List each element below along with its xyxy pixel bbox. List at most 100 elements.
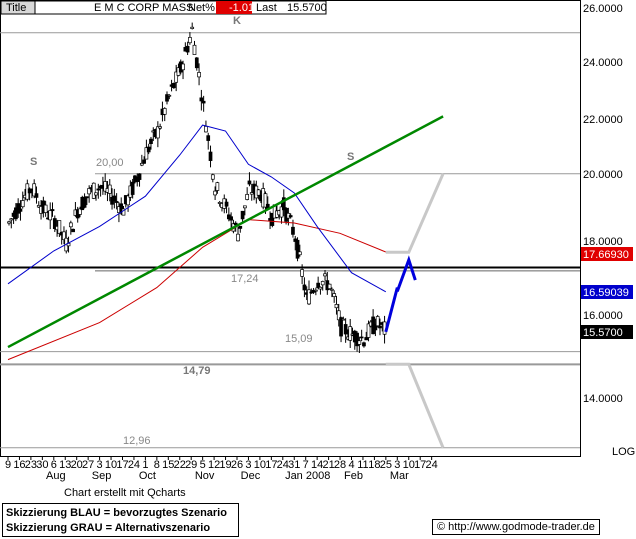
x-tick-label: 28 xyxy=(334,459,346,471)
x-tick-label: 12 xyxy=(208,459,220,471)
candle-body xyxy=(357,340,362,345)
candle-body xyxy=(348,326,353,341)
x-tick-label: 7 xyxy=(303,459,309,471)
candle-body xyxy=(341,318,346,321)
candle-body xyxy=(339,317,343,337)
candle-body xyxy=(142,159,146,164)
candle-body xyxy=(149,138,153,145)
x-month-label: Aug xyxy=(46,470,66,482)
candle-body xyxy=(204,126,208,133)
grey-scenario-up xyxy=(385,173,445,254)
header-last-value: 15.5700 xyxy=(287,2,327,14)
header-title-label: Title xyxy=(6,2,26,14)
candle-body xyxy=(50,209,55,212)
candle-body xyxy=(320,281,325,286)
candle-body xyxy=(146,146,151,153)
candle-body xyxy=(270,212,275,226)
candle-body xyxy=(300,269,304,277)
annotation-1509: 15,09 xyxy=(285,333,313,345)
y-tick-20: 20.0000 xyxy=(583,169,623,181)
y-axis: 26.0000 24.0000 22.0000 20.0000 18.0000 … xyxy=(583,3,635,458)
annotation-s-left: S xyxy=(30,156,37,168)
price-tag-last: 15.5700 xyxy=(581,325,633,339)
x-tick-label: 4 xyxy=(348,459,354,471)
candle-body xyxy=(190,26,195,29)
svg-text:15.5700: 15.5700 xyxy=(583,327,623,339)
candle-body xyxy=(32,183,37,197)
y-tick-16: 16.0000 xyxy=(583,310,623,322)
candle-body xyxy=(27,188,32,194)
x-tick-label: 10 xyxy=(105,459,117,471)
candle-body xyxy=(318,286,323,290)
candle-body xyxy=(144,147,149,160)
chart-credit: Chart erstellt mit Qcharts xyxy=(64,487,186,499)
candle-body xyxy=(71,228,75,233)
candle-body xyxy=(288,215,293,218)
candle-body xyxy=(94,192,98,196)
y-axis-log-label: LOG xyxy=(612,446,635,458)
candle-body xyxy=(343,324,348,335)
x-month-label: Dec xyxy=(241,470,261,482)
y-tick-22: 22.0000 xyxy=(583,114,623,126)
website-link[interactable]: © http://www.godmode-trader.de xyxy=(432,519,600,535)
candle-body xyxy=(114,201,119,203)
x-tick-label: 25 xyxy=(380,459,392,471)
candle-body xyxy=(139,162,144,166)
candle-body xyxy=(91,182,96,199)
candle-body xyxy=(85,196,89,199)
x-tick-label: 16 xyxy=(13,459,25,471)
candle-body xyxy=(247,180,252,185)
candle-body xyxy=(238,225,243,229)
candle-body xyxy=(302,284,307,291)
candle-body xyxy=(295,239,300,259)
candle-body xyxy=(181,63,185,71)
legend-grey: Skizzierung GRAU = Alternativszenario xyxy=(6,522,211,534)
candle-body xyxy=(291,226,295,235)
candle-body xyxy=(68,222,73,228)
x-tick-label: 6 xyxy=(51,459,57,471)
annotation-1724: 17,24 xyxy=(231,273,259,285)
x-tick-label: 24 xyxy=(277,459,289,471)
grey-scenario-down xyxy=(385,362,445,449)
candle-body xyxy=(156,126,160,139)
candle-body xyxy=(245,194,250,200)
candle-body xyxy=(201,100,206,104)
candle-body xyxy=(103,181,108,192)
candle-body xyxy=(208,151,213,161)
x-tick-label: 29 xyxy=(185,459,197,471)
candle-body xyxy=(316,282,320,288)
annotation-1479: 14,79 xyxy=(183,365,211,377)
annotation-k: K xyxy=(233,15,241,27)
x-month-label: Nov xyxy=(195,470,215,482)
x-tick-label: 31 xyxy=(288,459,300,471)
candle-body xyxy=(18,208,23,212)
x-tick-label: 1 xyxy=(142,459,148,471)
y-tick-26: 26.0000 xyxy=(583,3,623,15)
x-tick-label: 24 xyxy=(128,459,140,471)
candle-body xyxy=(210,174,215,180)
candle-body xyxy=(82,196,87,208)
legend-blue: Skizzierung BLAU = bevorzugtes Szenario xyxy=(6,507,227,519)
candle-body xyxy=(224,201,229,207)
candle-body xyxy=(263,193,268,208)
candle-body xyxy=(194,57,199,69)
candle-body xyxy=(130,181,135,195)
candle-body xyxy=(43,204,48,213)
candle-body xyxy=(158,126,162,129)
header-net-label: Net% xyxy=(188,2,215,14)
candle-body xyxy=(314,289,318,292)
x-axis: 9 16 23 30 6 13 20 27 3 10 17 24 1 8 15 22 29 5 12 19 26 3 10 1… xyxy=(5,456,438,482)
x-month-label: Oct xyxy=(139,470,156,482)
blue-scenario xyxy=(384,255,417,333)
candle-body xyxy=(96,188,101,191)
candle-body xyxy=(206,135,211,141)
candle-body xyxy=(78,208,82,215)
annotation-20: 20,00 xyxy=(96,157,124,169)
candle-body xyxy=(375,316,380,327)
candle-body xyxy=(107,184,112,194)
header-last-label: Last xyxy=(256,2,277,14)
candle-body xyxy=(20,200,25,208)
x-tick-label: 17 xyxy=(116,459,128,471)
candle-body xyxy=(249,192,254,195)
trendline xyxy=(7,115,444,349)
